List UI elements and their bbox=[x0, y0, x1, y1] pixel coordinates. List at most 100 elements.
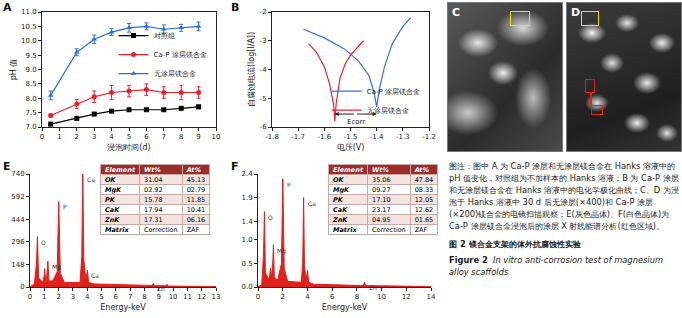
svg-text:9.5: 9.5 bbox=[25, 52, 36, 60]
svg-text:7.0: 7.0 bbox=[25, 123, 36, 131]
svg-text:1.9: 1.9 bbox=[241, 194, 252, 202]
html-text:图 2 镁合金支架的体外抗腐蚀性实验: 图 2 镁合金支架的体外抗腐蚀性实验 bbox=[449, 239, 581, 249]
svg-text:444: 444 bbox=[11, 216, 25, 224]
svg-text:O: O bbox=[268, 214, 273, 221]
html-text:Figure 2: Figure 2 bbox=[449, 255, 488, 265]
svg-text:Zn: Zn bbox=[157, 285, 165, 292]
svg-text:10: 10 bbox=[212, 133, 221, 141]
svg-text:无涂层镁合金: 无涂层镁合金 bbox=[367, 107, 409, 115]
svg-text:4: 4 bbox=[305, 293, 310, 301]
svg-text:4: 4 bbox=[85, 293, 90, 301]
svg-text:电压(V): 电压(V) bbox=[337, 143, 365, 152]
svg-text:10.5: 10.5 bbox=[21, 23, 37, 31]
svg-text:-1.4: -1.4 bbox=[370, 133, 384, 141]
html-text:In vitro anti-corrosion test o: In vitro anti-corrosion test of magnesiu… bbox=[449, 255, 663, 277]
svg-text:3: 3 bbox=[71, 293, 75, 301]
svg-text:2: 2 bbox=[280, 293, 284, 301]
svg-text:-2: -2 bbox=[260, 8, 267, 16]
svg-text:2: 2 bbox=[56, 293, 60, 301]
svg-text:10.0: 10.0 bbox=[21, 37, 37, 45]
svg-text:自腐蚀电流(log[I/A]): 自腐蚀电流(log[I/A]) bbox=[247, 32, 256, 107]
svg-text:Ca: Ca bbox=[87, 176, 95, 183]
html-text:D: D bbox=[571, 6, 581, 19]
svg-text:-1.8: -1.8 bbox=[265, 133, 279, 141]
svg-text:0: 0 bbox=[20, 283, 24, 291]
svg-text:-4: -4 bbox=[260, 66, 268, 74]
svg-text:10: 10 bbox=[169, 293, 178, 301]
svg-text:6: 6 bbox=[144, 133, 149, 141]
svg-text:-5: -5 bbox=[260, 95, 267, 103]
svg-text:9: 9 bbox=[157, 293, 161, 301]
svg-text:1.4: 1.4 bbox=[241, 218, 253, 226]
svg-text:8: 8 bbox=[142, 293, 146, 301]
svg-text:0: 0 bbox=[28, 293, 32, 301]
svg-text:对照组: 对照组 bbox=[154, 32, 175, 40]
svg-text:Zn: Zn bbox=[369, 284, 377, 291]
svg-text:296: 296 bbox=[11, 238, 25, 246]
svg-text:9.0: 9.0 bbox=[25, 66, 36, 74]
svg-text:浸泡时间(d): 浸泡时间(d) bbox=[107, 143, 150, 152]
svg-text:2.4: 2.4 bbox=[241, 170, 253, 178]
html-text:At%: At% bbox=[186, 165, 201, 174]
svg-text:Ca: Ca bbox=[91, 272, 99, 279]
svg-text:O: O bbox=[41, 239, 46, 246]
svg-text:无涂层镁合金: 无涂层镁合金 bbox=[154, 70, 196, 78]
svg-text:-1.7: -1.7 bbox=[291, 133, 305, 141]
svg-text:-1.3: -1.3 bbox=[396, 133, 410, 141]
svg-text:1.0: 1.0 bbox=[241, 236, 252, 244]
svg-text:7: 7 bbox=[128, 293, 132, 301]
svg-text:-1.2: -1.2 bbox=[422, 133, 436, 141]
svg-text:12: 12 bbox=[197, 293, 206, 301]
svg-text:14: 14 bbox=[427, 293, 436, 301]
svg-text:740: 740 bbox=[11, 170, 24, 178]
svg-text:0.0: 0.0 bbox=[241, 283, 252, 291]
svg-text:5: 5 bbox=[99, 293, 103, 301]
svg-text:-6: -6 bbox=[260, 123, 268, 131]
svg-text:6: 6 bbox=[330, 293, 335, 301]
svg-text:Energy-keV: Energy-keV bbox=[100, 303, 146, 312]
svg-text:8.0: 8.0 bbox=[25, 95, 36, 103]
html-text:Element: Element bbox=[105, 165, 135, 174]
svg-text:11.0: 11.0 bbox=[21, 8, 37, 16]
svg-text:-3: -3 bbox=[260, 37, 267, 45]
svg-text:P: P bbox=[63, 203, 67, 210]
svg-text:Energy-keV: Energy-keV bbox=[322, 303, 368, 312]
svg-text:3: 3 bbox=[92, 133, 96, 141]
svg-text:pH 值: pH 值 bbox=[9, 59, 18, 81]
svg-text:Ca-P 涂层镁合金: Ca-P 涂层镁合金 bbox=[154, 51, 207, 59]
svg-text:-1.6: -1.6 bbox=[317, 133, 331, 141]
svg-text:Ca: Ca bbox=[308, 200, 316, 207]
svg-text:11: 11 bbox=[183, 293, 192, 301]
svg-text:12: 12 bbox=[402, 293, 411, 301]
html-text:A: A bbox=[3, 1, 12, 14]
html-text:Wt%: Wt% bbox=[144, 165, 161, 174]
svg-text:P: P bbox=[287, 181, 291, 188]
svg-text:5: 5 bbox=[127, 133, 131, 141]
svg-text:1: 1 bbox=[42, 293, 46, 301]
svg-text:8: 8 bbox=[355, 293, 359, 301]
svg-text:1: 1 bbox=[57, 133, 61, 141]
svg-text:10: 10 bbox=[377, 293, 386, 301]
svg-text:Mg: Mg bbox=[52, 263, 61, 271]
svg-text:Ca-P 涂层镁合金: Ca-P 涂层镁合金 bbox=[367, 88, 420, 96]
svg-text:4: 4 bbox=[109, 133, 114, 141]
svg-text:0: 0 bbox=[256, 293, 260, 301]
svg-text:7: 7 bbox=[162, 133, 166, 141]
html-text:B: B bbox=[231, 1, 240, 14]
svg-text:0: 0 bbox=[40, 133, 44, 141]
html-text:C: C bbox=[452, 6, 461, 19]
svg-text:8.5: 8.5 bbox=[25, 80, 36, 88]
svg-text:-1.5: -1.5 bbox=[344, 133, 358, 141]
svg-text:0.5: 0.5 bbox=[241, 260, 252, 268]
svg-text:2: 2 bbox=[75, 133, 79, 141]
html-text:图注：图中 A 为 Ca-P 涂层和无涂层镁合金在 Hank: 图注：图中 A 为 Ca-P 涂层和无涂层镁合金在 Hanks 溶液中的 pH … bbox=[449, 161, 679, 231]
svg-text:9: 9 bbox=[196, 133, 200, 141]
svg-text:148: 148 bbox=[11, 261, 24, 269]
svg-text:8: 8 bbox=[179, 133, 183, 141]
svg-text:592: 592 bbox=[11, 193, 24, 201]
svg-text:7.5: 7.5 bbox=[25, 109, 36, 117]
svg-text:13: 13 bbox=[212, 293, 221, 301]
svg-text:Mg: Mg bbox=[277, 247, 286, 255]
svg-text:6: 6 bbox=[114, 293, 119, 301]
svg-text:Ecorr: Ecorr bbox=[347, 118, 365, 126]
